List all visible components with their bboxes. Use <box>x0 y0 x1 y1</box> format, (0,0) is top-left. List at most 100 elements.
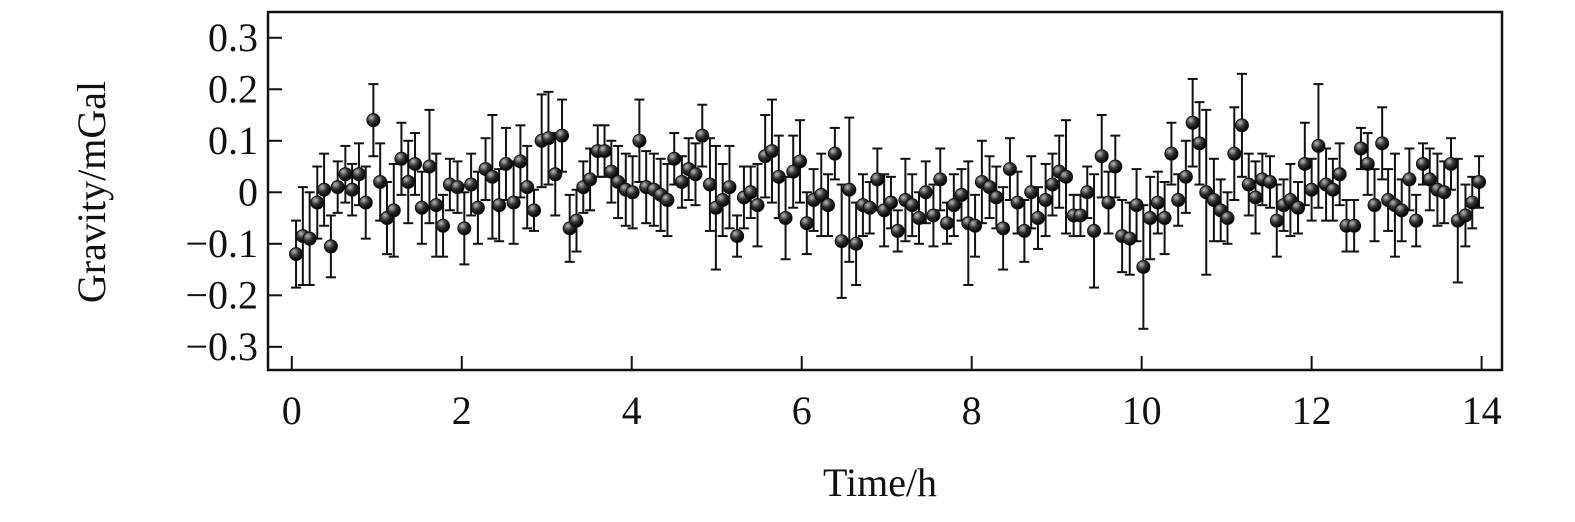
data-point <box>1375 136 1390 151</box>
data-point <box>1094 149 1109 164</box>
x-tick-label: 12 <box>1292 388 1332 433</box>
data-point <box>1108 159 1123 174</box>
data-point <box>933 172 948 187</box>
data-point <box>883 195 898 210</box>
data-point <box>1101 195 1116 210</box>
data-point <box>1402 172 1417 187</box>
data-point <box>968 218 983 233</box>
data-point <box>358 195 373 210</box>
data-point <box>1422 172 1437 187</box>
data-point <box>1269 213 1284 228</box>
data-point <box>842 182 857 197</box>
data-point <box>569 213 584 228</box>
data-point <box>310 195 325 210</box>
data-point <box>366 113 381 128</box>
data-point <box>1059 169 1074 184</box>
data-point <box>722 180 737 195</box>
x-tick-label: 4 <box>622 388 642 433</box>
data-point <box>1087 223 1102 238</box>
data-point <box>778 211 793 226</box>
data-point <box>1192 136 1207 151</box>
data-point <box>625 185 640 200</box>
y-tick-label: 0 <box>238 169 258 214</box>
data-point <box>940 216 955 231</box>
data-point <box>750 198 765 213</box>
data-point <box>1185 115 1200 130</box>
x-tick-label: 8 <box>962 388 982 433</box>
data-point <box>1017 223 1032 238</box>
data-point <box>548 167 563 182</box>
data-point <box>1437 185 1452 200</box>
data-point <box>317 182 332 197</box>
data-point <box>1002 162 1017 177</box>
x-axis-label: Time/h <box>823 460 937 505</box>
data-point <box>954 187 969 202</box>
data-point <box>1325 182 1340 197</box>
data-point <box>1311 138 1326 153</box>
data-point <box>1178 169 1193 184</box>
data-point <box>1248 190 1263 205</box>
y-tick-label: −0.1 <box>185 221 258 266</box>
data-point <box>1045 177 1060 192</box>
data-point <box>414 200 429 215</box>
data-point <box>597 144 612 159</box>
data-point <box>338 167 353 182</box>
data-point <box>890 223 905 238</box>
data-point <box>946 198 961 213</box>
data-point <box>470 200 485 215</box>
data-point <box>394 151 409 166</box>
data-point <box>688 167 703 182</box>
data-point <box>450 180 465 195</box>
data-point <box>485 169 500 184</box>
data-point <box>289 247 304 262</box>
x-tick-label: 2 <box>452 388 472 433</box>
data-point <box>555 128 570 143</box>
data-point <box>1458 208 1473 223</box>
data-point <box>1143 211 1158 226</box>
data-point <box>660 193 675 208</box>
data-point <box>408 156 423 171</box>
data-point <box>1234 118 1249 133</box>
data-point <box>918 185 933 200</box>
data-point <box>799 216 814 231</box>
data-point <box>695 128 710 143</box>
data-point <box>1171 193 1186 208</box>
x-tick-label: 0 <box>282 388 302 433</box>
data-point <box>821 198 836 213</box>
data-point <box>401 174 416 189</box>
y-tick-label: 0.2 <box>208 66 258 111</box>
data-point <box>506 195 521 210</box>
data-point <box>436 218 451 233</box>
data-point <box>827 146 842 161</box>
data-point <box>422 159 437 174</box>
data-point <box>323 239 338 254</box>
data-point <box>1164 146 1179 161</box>
data-point <box>905 198 920 213</box>
data-point <box>1038 193 1053 208</box>
data-point <box>674 174 689 189</box>
data-point <box>996 221 1011 236</box>
data-point <box>1241 177 1256 192</box>
data-point <box>386 203 401 218</box>
data-point <box>429 198 444 213</box>
data-point <box>834 234 849 249</box>
data-point <box>1262 174 1277 189</box>
data-point <box>1080 185 1095 200</box>
data-point <box>1227 146 1242 161</box>
data-point <box>464 177 479 192</box>
plot-frame <box>266 10 1504 372</box>
data-point <box>1136 259 1151 274</box>
data-point <box>702 177 717 192</box>
data-point <box>1073 208 1088 223</box>
x-tick-label: 6 <box>792 388 812 433</box>
data-point <box>351 167 366 182</box>
data-point <box>1353 141 1368 156</box>
y-tick-label: 0.3 <box>208 15 258 60</box>
data-point <box>1030 211 1045 226</box>
data-point <box>492 198 507 213</box>
y-tick-label: 0.1 <box>208 118 258 163</box>
data-point <box>527 203 542 218</box>
data-point <box>667 151 682 166</box>
data-point <box>926 208 941 223</box>
data-point <box>1010 195 1025 210</box>
